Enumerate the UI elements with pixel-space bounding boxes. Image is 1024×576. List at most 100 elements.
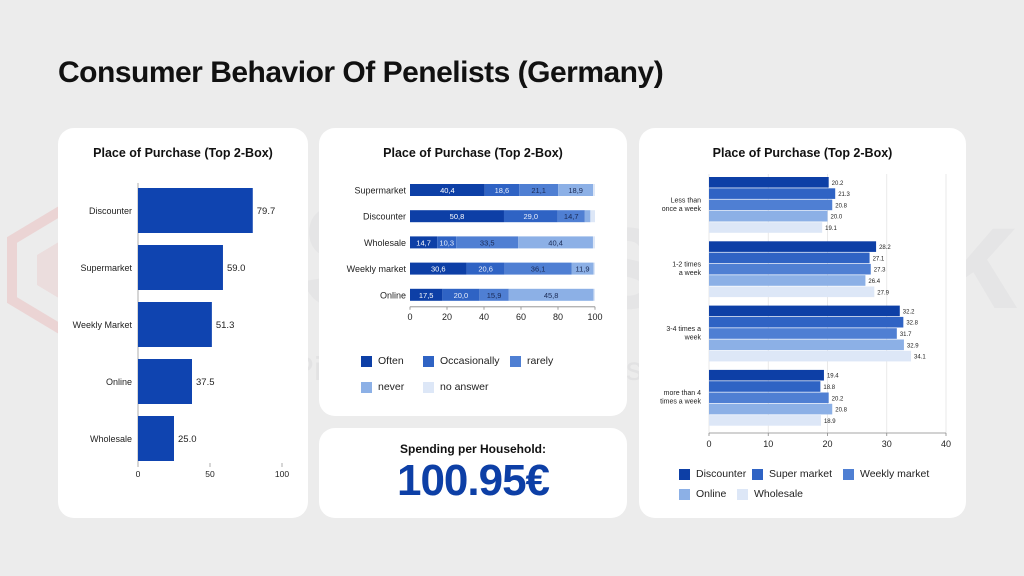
data-label: 27.1 [873,256,885,262]
bar [709,392,829,404]
legend-swatch [752,468,763,480]
legend-swatch [679,468,690,480]
spending-label: Spending per Household: [400,442,546,456]
legend-label: Discounter [696,468,747,480]
data-label: 40,4 [548,238,563,247]
chart-title: Place of Purchase (Top 2-Box) [93,146,273,160]
bar [709,188,836,199]
legend-swatch [843,468,854,480]
data-label: 50,8 [450,212,465,221]
bar-segment [410,210,504,223]
bar-segment [508,288,594,301]
data-label: 20.2 [832,396,844,402]
data-label: 33,5 [480,238,495,247]
category-label: Supermarket [354,186,406,196]
bar-segment [410,184,485,196]
data-label: 51.3 [216,320,235,331]
legend-label: Online [696,488,727,500]
data-label: 17,5 [419,291,434,300]
bar [138,188,253,233]
legend-item-online: Online [679,488,726,500]
x-tick-label: 30 [882,439,892,449]
chart-card-stacked-frequency: Place of Purchase (Top 2-Box) Supermarke… [319,128,627,416]
bar-segment [503,210,558,223]
x-tick-label: 0 [136,469,141,479]
data-label: 20.2 [832,181,844,187]
data-label: 32.2 [903,309,915,315]
data-label: 31.7 [900,332,912,338]
legend-swatch [423,355,434,367]
legend-item-never: never [361,381,404,393]
category-label: Weekly market [347,264,407,274]
bar [709,275,866,286]
bar [709,210,828,222]
data-label: 26.4 [868,279,880,285]
legend-label: never [378,381,405,393]
bar-segment [590,210,595,223]
category-label: Weekly Market [73,320,133,330]
data-label: 37.5 [196,377,215,388]
bar [138,416,174,461]
chart-card-place-of-purchase: Place of Purchase (Top 2-Box) Discounter… [58,128,308,518]
legend-label: Often [378,355,404,367]
bar-segment [410,262,467,275]
data-label: 19.4 [827,374,839,380]
data-label: 18,6 [495,186,510,195]
legend-label: rarely [527,355,554,367]
bar-segment [437,236,457,249]
bar [709,241,877,252]
data-label: 32.9 [907,343,919,349]
data-label: 11,9 [575,265,589,274]
chart-legend: Often Occasionally rarely never no answe… [319,128,627,416]
category-label: Online [380,290,406,300]
bar-segment [557,210,585,223]
category-label: Supermarket [80,263,132,273]
data-label: 19.1 [825,226,837,232]
category-label: a week [679,270,702,277]
x-tick-label: 80 [553,312,563,322]
bar-segment [593,262,595,275]
bar [709,252,870,264]
data-label: 25.0 [178,434,197,445]
bar-chart: Discounter 79.7 Supermarket 59.0 Weekly Mark… [73,183,289,479]
data-label: 30,6 [431,265,446,274]
x-tick-label: 0 [407,312,412,322]
stacked-bar-chart: Supermarket 40,4 18,6 21,1 18,9 Discounter 50,… [347,184,603,322]
data-label: 20,6 [478,265,493,274]
bar [709,199,833,211]
category-label: 3-4 times a [666,326,701,333]
data-label: 15,9 [487,291,502,300]
legend-swatch [361,355,372,367]
x-tick-label: 20 [442,312,452,322]
chart-title: Place of Purchase (Top 2-Box) [712,146,893,160]
data-label: 21.3 [838,192,850,198]
bar-segment [479,288,509,301]
data-label: 20.8 [835,203,847,209]
bar-segment [410,236,438,249]
data-label: 34.1 [914,355,926,361]
legend-swatch [423,381,434,393]
legend-item-rarely: rarely [510,355,553,367]
data-label: 29,0 [524,212,539,221]
data-label: 18.8 [823,385,835,391]
data-label: 20.0 [831,215,843,221]
chart-title: Place of Purchase (Top 2-Box) [383,146,563,160]
x-tick-label: 60 [516,312,526,322]
bar [709,286,875,298]
category-label: more than 4 [664,390,701,397]
category-label: Discounter [89,206,132,216]
legend-item-often: Often [361,355,404,367]
bar [709,263,871,275]
x-tick-label: 40 [479,312,489,322]
legend-swatch [361,381,372,393]
data-label: 40,4 [440,186,455,195]
data-label: 20.8 [835,408,847,414]
category-label: Less than [671,197,701,204]
data-label: 18.9 [824,419,836,425]
legend-item-discounter: Discounter [679,468,746,480]
bar-segment [442,288,480,301]
spending-card: Spending per Household: 100.95€ [319,428,627,518]
bar [709,381,821,392]
category-label: 1-2 times [672,262,701,269]
bar [138,359,192,404]
